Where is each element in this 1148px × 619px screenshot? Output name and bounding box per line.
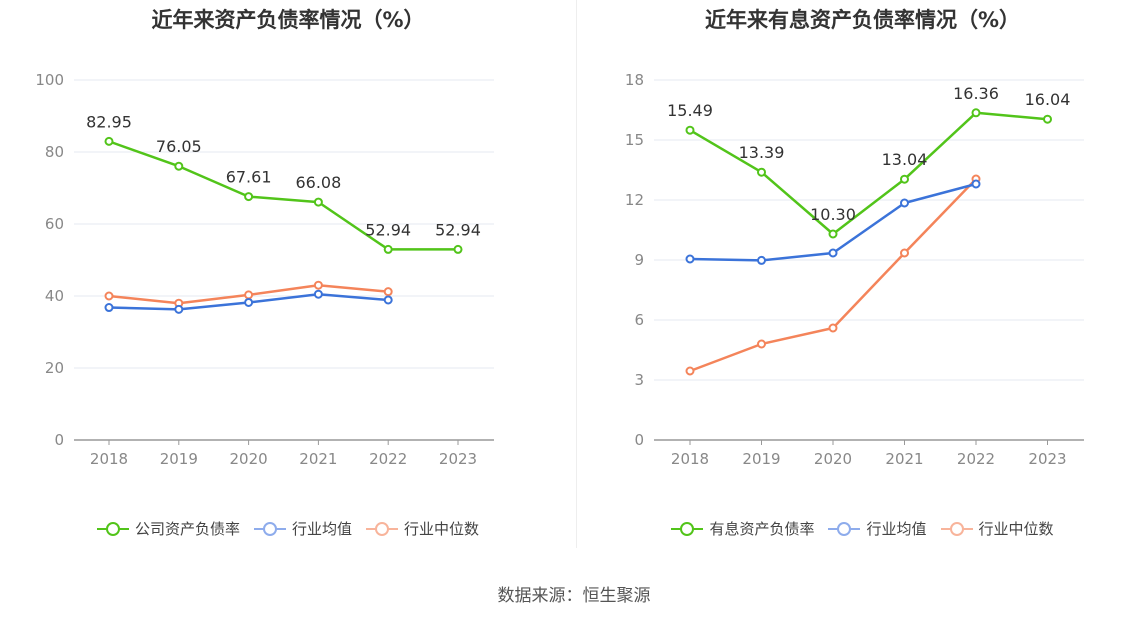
y-tick-label: 9 (634, 251, 644, 269)
x-tick-label: 2020 (814, 450, 852, 468)
legend-item-industry-median[interactable]: 行业中位数 (940, 518, 1054, 539)
data-point (104, 303, 114, 313)
legend-item-company[interactable]: 公司资产负债率 (96, 518, 240, 539)
legend-label: 行业均值 (291, 520, 352, 538)
series-line (108, 140, 458, 251)
y-tick-label: 40 (45, 287, 64, 305)
x-tick-label: 2019 (742, 450, 780, 468)
y-tick-label: 6 (634, 311, 644, 329)
legend-item-industry-median[interactable]: 行业中位数 (366, 518, 479, 539)
legend-line-icon (366, 521, 398, 536)
data-label: 52.94 (435, 220, 481, 239)
data-label: 16.36 (953, 84, 999, 103)
chart-panel-debt-ratio: 近年来资产负债率情况（%） 0 20 40 60 80 100 2018 2019 2020 20… (0, 0, 576, 560)
legend-label: 行业中位数 (978, 520, 1054, 538)
data-point (685, 366, 695, 376)
legend-label: 有息资产负债率 (709, 520, 815, 538)
legend-line-icon (828, 521, 861, 536)
data-point (900, 198, 909, 208)
x-tick-label: 2020 (230, 450, 268, 468)
data-point (453, 244, 463, 254)
data-point (828, 248, 838, 258)
data-label: 82.95 (86, 112, 132, 131)
x-tick-label: 2023 (1028, 450, 1066, 468)
data-point (383, 244, 393, 254)
data-point (757, 339, 766, 349)
chart-legend: 有息资产负债率 行业均值 行业中位数 (577, 518, 1148, 539)
legend-label: 行业中位数 (404, 520, 480, 538)
data-point (685, 125, 695, 135)
y-tick-label: 80 (45, 143, 64, 161)
y-tick-label: 15 (625, 131, 644, 149)
y-tick-label: 20 (45, 359, 64, 377)
legend-line-icon (671, 521, 704, 536)
data-point (971, 179, 981, 189)
data-point (313, 280, 323, 290)
data-label: 67.61 (226, 168, 272, 187)
x-tick-label: 2021 (299, 450, 337, 468)
data-point (313, 289, 323, 299)
y-tick-label: 18 (625, 71, 644, 89)
legend-line-icon (940, 521, 973, 536)
panel-divider (576, 0, 577, 548)
data-label: 76.05 (156, 137, 202, 156)
y-tick-label: 0 (634, 431, 644, 449)
data-point (828, 323, 838, 333)
line-chart-interest-debt-ratio: 0 3 6 9 12 15 18 2018 2019 2020 2021 2022 2023 15.49 1… (625, 71, 1084, 468)
x-tick-label: 2022 (957, 450, 995, 468)
legend-line-icon (253, 521, 286, 536)
data-label: 15.49 (667, 101, 713, 120)
x-tick-label: 2019 (160, 450, 198, 468)
data-point (174, 161, 184, 171)
chart-legend: 公司资产负债率 行业均值 行业中位数 (0, 518, 576, 539)
data-point (383, 295, 393, 305)
chart-title: 近年来有息资产负债率情况（%） (704, 8, 1021, 32)
data-point (900, 174, 909, 184)
legend-label: 公司资产负债率 (134, 520, 240, 538)
data-point (1043, 114, 1052, 124)
data-point (313, 197, 323, 207)
line-chart-debt-ratio: 0 20 40 60 80 100 2018 2019 2020 2021 2022 2023 82.9… (35, 71, 494, 468)
x-tick-label: 2018 (671, 450, 709, 468)
legend-line-icon (96, 521, 129, 536)
data-label: 52.94 (365, 220, 411, 239)
chart-panel-interest-debt-ratio: 近年来有息资产负债率情况（%） 0 3 6 9 12 15 18 2018 2019 2020 20… (577, 0, 1148, 560)
x-tick-label: 2018 (90, 450, 128, 468)
data-point (757, 255, 766, 265)
data-point (174, 304, 184, 314)
series-line (689, 111, 1048, 236)
data-label: 13.04 (882, 150, 928, 169)
data-point (828, 229, 838, 239)
chart-title: 近年来资产负债率情况（%） (151, 8, 425, 32)
data-point (104, 291, 114, 301)
y-tick-label: 3 (634, 371, 644, 389)
y-tick-label: 60 (45, 215, 64, 233)
data-label: 66.08 (295, 173, 341, 192)
legend-item-industry-mean[interactable]: 行业均值 (828, 518, 927, 539)
data-point (383, 287, 393, 297)
data-label: 16.04 (1025, 90, 1071, 109)
x-tick-label: 2022 (369, 450, 407, 468)
data-point (685, 254, 695, 264)
x-tick-label: 2023 (439, 450, 477, 468)
data-point (971, 108, 981, 118)
legend-label: 行业均值 (866, 520, 927, 538)
data-label: 13.39 (739, 143, 785, 162)
data-point (244, 290, 254, 300)
data-point (757, 167, 766, 177)
data-point (244, 297, 254, 307)
x-tick-label: 2021 (885, 450, 923, 468)
y-tick-label: 0 (54, 431, 64, 449)
y-tick-label: 12 (625, 191, 644, 209)
data-point (104, 136, 114, 146)
data-point (244, 192, 254, 202)
legend-item-company[interactable]: 有息资产负债率 (671, 518, 814, 539)
legend-item-industry-mean[interactable]: 行业均值 (253, 518, 352, 539)
data-label: 10.30 (810, 205, 856, 224)
data-source-note: 数据来源：恒生聚源 (497, 586, 651, 606)
y-tick-label: 100 (35, 71, 64, 89)
data-point (900, 248, 909, 258)
